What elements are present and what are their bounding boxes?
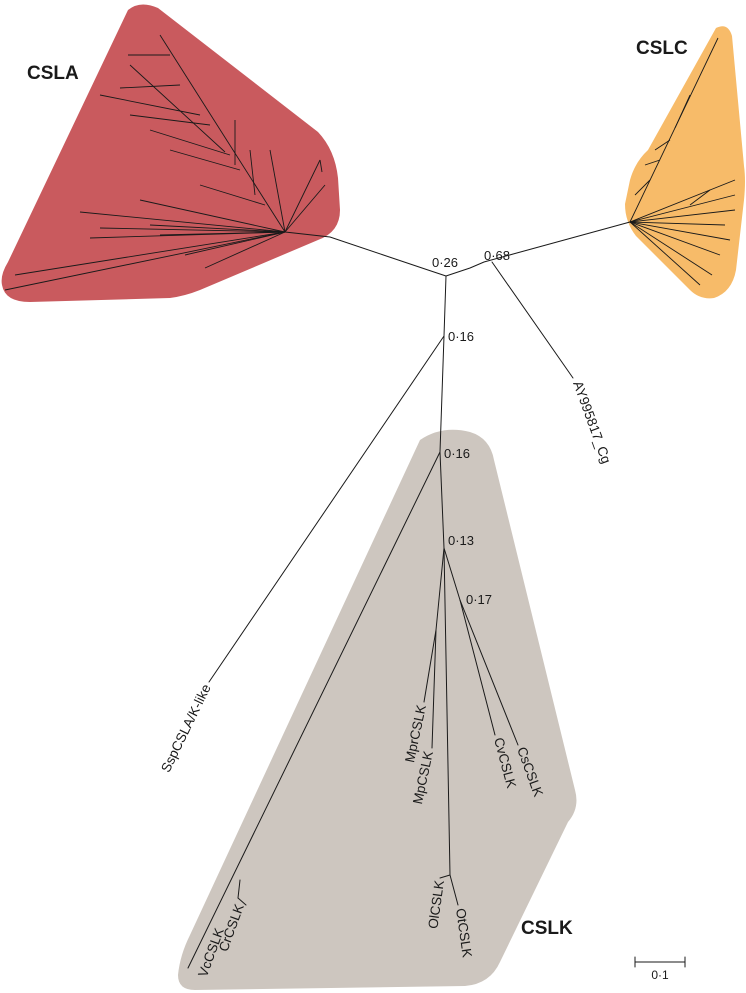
csla-subtree bbox=[4, 34, 326, 291]
scale-bar: 0·1 bbox=[634, 956, 686, 982]
support-value-0-68: 0·68 bbox=[484, 248, 510, 263]
cslk-subtree bbox=[187, 451, 519, 969]
csla-clade-shading bbox=[1, 4, 340, 302]
scale-bar-label: 0·1 bbox=[651, 968, 669, 982]
cslc-label: CSLC bbox=[636, 38, 688, 59]
taxon-ay995817-cg: AY995817_Cg bbox=[570, 379, 614, 466]
cslc-subtree bbox=[629, 37, 736, 286]
taxon-otcslk: OtCSLK bbox=[453, 907, 475, 958]
csla-label: CSLA bbox=[27, 63, 79, 84]
taxon-sspcsla-k-like: SspCSLA/K-like bbox=[158, 682, 214, 775]
support-value-0-26: 0·26 bbox=[432, 255, 458, 270]
taxon-olcslk: OlCSLK bbox=[425, 879, 447, 929]
support-value-0-16-upper: 0·16 bbox=[448, 329, 474, 344]
cslk-clade-shading bbox=[178, 429, 577, 991]
backbone-branches bbox=[208, 221, 631, 683]
cslc-clade-shading bbox=[625, 26, 745, 299]
support-value-0-17: 0·17 bbox=[466, 592, 492, 607]
cslk-label: CSLK bbox=[521, 918, 573, 939]
support-value-0-13: 0·13 bbox=[448, 533, 474, 548]
support-value-0-16-lower: 0·16 bbox=[444, 446, 470, 461]
